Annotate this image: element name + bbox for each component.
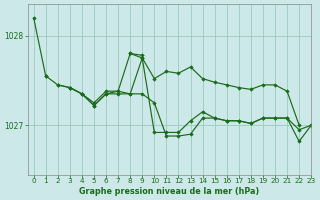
X-axis label: Graphe pression niveau de la mer (hPa): Graphe pression niveau de la mer (hPa): [79, 187, 260, 196]
